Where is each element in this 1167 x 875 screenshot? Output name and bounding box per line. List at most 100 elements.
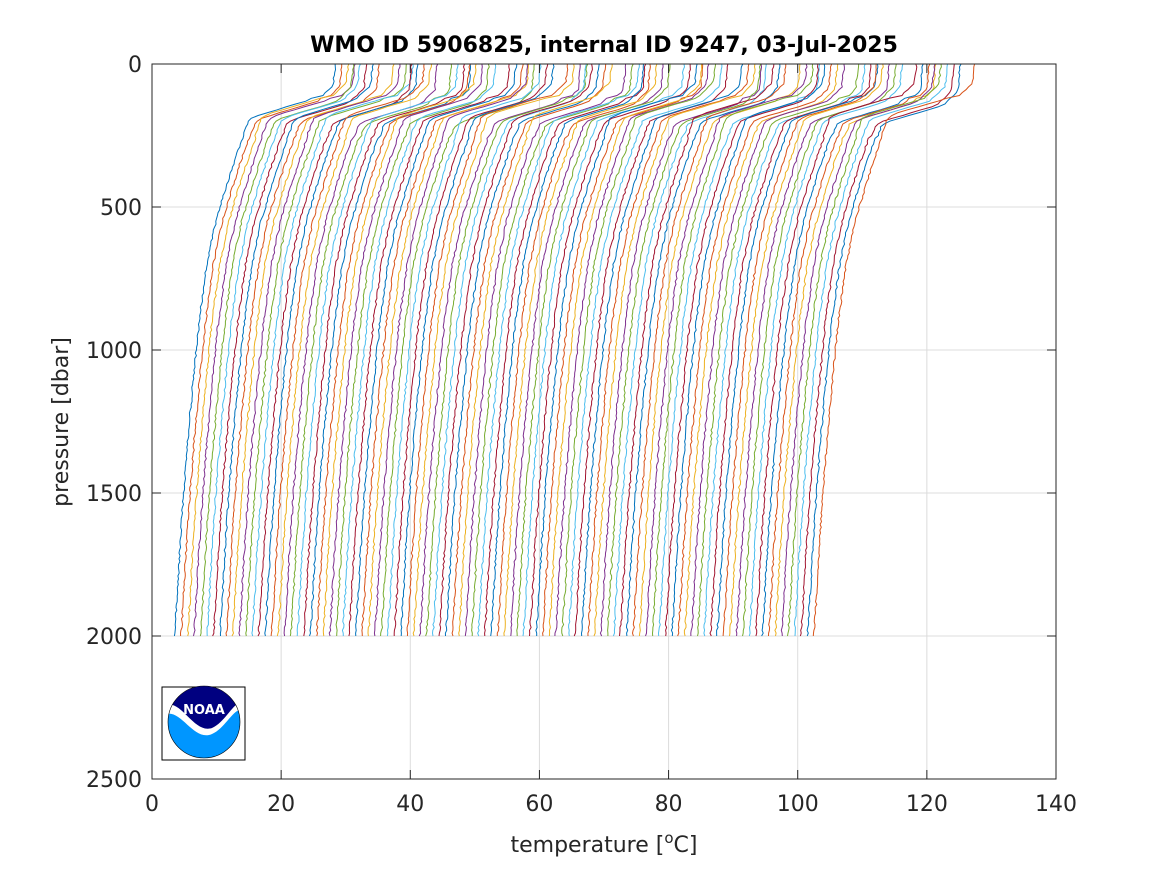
profile-line	[464, 63, 627, 637]
profile-line	[716, 63, 879, 637]
profile-line	[806, 63, 962, 637]
profile-line	[238, 63, 401, 637]
profile-line	[554, 63, 710, 637]
profile-line	[548, 63, 703, 637]
profile-line	[664, 63, 819, 637]
profile-line	[735, 63, 890, 637]
y-tick-label: 1500	[86, 482, 142, 507]
profile-line	[444, 63, 600, 637]
profile-line	[580, 63, 744, 637]
tick-labels: 0 20 40 60 80 100 120 140 0 500 1000 1500 2000 2500	[86, 53, 1077, 817]
profile-line	[645, 63, 808, 637]
profile-line	[212, 63, 368, 637]
y-tick-label: 500	[100, 196, 142, 221]
profile-line	[619, 63, 775, 637]
x-tick-label: 20	[267, 792, 295, 817]
y-tick-label: 2500	[86, 768, 142, 793]
profile-line	[697, 63, 860, 637]
profile-line	[657, 63, 821, 637]
profile-line	[607, 63, 762, 636]
profile-line	[774, 63, 937, 637]
y-tick-label: 2000	[86, 625, 142, 650]
profile-line	[380, 63, 535, 637]
profile-line	[406, 63, 569, 637]
profile-line	[471, 63, 634, 637]
profile-line	[219, 63, 374, 637]
profile-line	[179, 64, 343, 637]
y-axis-label: pressure [dbar]	[49, 337, 74, 507]
profile-line	[612, 63, 767, 637]
profile-line	[315, 63, 471, 637]
x-axis-label: temperature [oC]	[510, 829, 697, 858]
profile-line	[812, 63, 976, 637]
profile-line	[677, 63, 833, 637]
x-axis-label-text: temperature [	[510, 833, 664, 858]
x-tick-label: 80	[655, 792, 683, 817]
profile-line	[742, 63, 897, 637]
profile-line	[683, 63, 839, 637]
x-tick-label: 0	[145, 792, 159, 817]
profile-line	[264, 63, 419, 637]
profile-line	[703, 63, 866, 637]
profile-line	[631, 63, 787, 637]
y-tick-label: 0	[128, 53, 142, 78]
profile-line	[799, 63, 955, 637]
x-axis-label-unit: C]	[674, 833, 698, 858]
profile-line	[193, 63, 356, 637]
y-tick-label: 1000	[86, 339, 142, 364]
profile-line	[787, 63, 942, 637]
profile-line	[341, 63, 497, 637]
profile-line	[651, 63, 814, 637]
profile-line	[690, 63, 845, 637]
profile-line	[458, 63, 613, 637]
profile-line	[361, 63, 524, 637]
profile-line	[335, 63, 490, 637]
profile-line	[393, 63, 549, 636]
profile-line	[173, 63, 337, 637]
profile-line	[477, 64, 640, 637]
profile-line	[309, 63, 472, 637]
axis-ticks	[151, 63, 1057, 780]
profile-line	[348, 63, 511, 637]
profile-line	[231, 63, 395, 637]
profile-line	[199, 64, 355, 637]
profile-line	[542, 63, 704, 637]
profile-lines	[173, 63, 976, 637]
profile-line	[303, 63, 466, 637]
profile-line	[328, 63, 483, 637]
profile-line	[225, 63, 380, 637]
profile-line	[483, 63, 647, 637]
profile-line	[438, 63, 593, 637]
profile-line	[503, 63, 658, 637]
profile-line	[322, 63, 477, 637]
profile-line	[780, 63, 936, 637]
profile-line	[425, 63, 589, 637]
profile-line	[761, 63, 924, 637]
chart-title: WMO ID 5906825, internal ID 9247, 03-Jul…	[310, 33, 898, 58]
profile-line	[625, 63, 781, 637]
noaa-logo-text: NOAA	[183, 703, 225, 718]
profile-line	[296, 63, 459, 637]
profile-line	[206, 63, 361, 637]
profile-line	[670, 63, 826, 637]
profile-line	[245, 63, 407, 637]
profile-line	[522, 63, 686, 637]
profile-line	[593, 63, 756, 637]
profile-line	[748, 63, 904, 637]
profile-line	[276, 63, 432, 637]
profile-line	[535, 63, 698, 636]
profile-line	[573, 63, 729, 637]
profile-line	[755, 63, 918, 637]
profile-line	[490, 63, 644, 637]
profile-line	[638, 63, 801, 637]
profile-line	[722, 63, 877, 637]
profile-line	[270, 63, 425, 637]
axes-box	[151, 63, 1057, 780]
profile-line	[187, 63, 350, 637]
profile-line	[289, 63, 453, 637]
x-tick-label: 100	[777, 792, 819, 817]
profile-line	[386, 63, 542, 637]
profile-line	[510, 63, 664, 637]
